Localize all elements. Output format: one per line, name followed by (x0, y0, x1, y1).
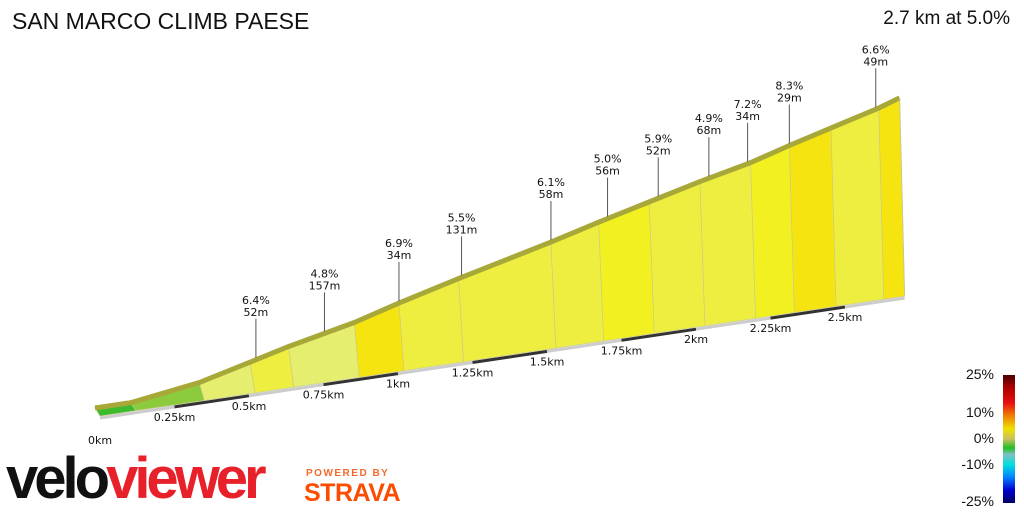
climb-summary: 2.7 km at 5.0% (883, 8, 1010, 29)
veloviewer-logo: veloviewer (6, 450, 267, 508)
x-tick-label: 2km (684, 333, 708, 346)
x-tick-label: 0.25km (154, 411, 196, 424)
annotation-grade: 6.4% (242, 294, 270, 307)
x-tick-label: 1.5km (530, 355, 565, 368)
profile-segment (789, 127, 837, 313)
legend-label-0: 0% (973, 430, 994, 446)
annotation-grade: 6.9% (385, 237, 413, 250)
profile-end-edge (899, 97, 906, 297)
baseline-segment (99, 405, 175, 420)
annotation-length: 52m (244, 306, 269, 319)
baseline-segment (844, 296, 905, 309)
profile-top-edge (94, 95, 901, 411)
baseline-segment (695, 316, 771, 331)
baseline-segment (323, 372, 399, 387)
baseline-segment (472, 349, 548, 364)
climb-title: SAN MARCO CLIMB PAESE (12, 8, 310, 34)
logo-viewer: viewer (106, 446, 267, 511)
legend-label-10: 10% (965, 404, 994, 420)
strava-logo: STRAVA (304, 479, 401, 507)
annotation-length: 56m (595, 165, 620, 178)
annotation-length: 58m (539, 188, 564, 201)
annotation-length: 49m (863, 55, 888, 68)
annotation-length: 52m (646, 144, 671, 157)
annotation-grade: 6.1% (537, 176, 565, 189)
annotation-length: 157m (309, 279, 341, 292)
x-tick-label: 0.5km (232, 400, 267, 413)
baseline-segment (770, 305, 846, 320)
gradient-legend-bar (1003, 375, 1015, 503)
annotation-grade: 4.9% (695, 112, 723, 125)
profile-segment (750, 145, 795, 319)
profile-segment (699, 162, 756, 327)
baseline-segment (546, 338, 622, 353)
baseline-segment (248, 383, 324, 398)
legend-label-minus25: -25% (961, 493, 994, 509)
profile-segment (830, 107, 885, 307)
profile-segment (648, 181, 706, 334)
x-tick-label: 1.25km (452, 367, 494, 380)
annotation-grade: 4.8% (310, 267, 338, 280)
x-tick-label: 1km (386, 378, 410, 391)
baseline-segment (174, 394, 250, 409)
powered-by-label: POWERED BY (306, 468, 390, 479)
legend-label-minus10: -10% (961, 456, 994, 472)
baseline-segment (397, 361, 473, 376)
x-tick-label: 2.25km (750, 322, 792, 335)
annotation-length: 131m (446, 223, 478, 236)
x-tick-label: 1.75km (601, 344, 643, 357)
annotation-grade: 6.6% (862, 43, 890, 56)
annotation-length: 34m (387, 249, 412, 262)
annotation-length: 68m (697, 124, 722, 137)
legend-label-25: 25% (965, 366, 994, 382)
logo-velo: velo (6, 446, 110, 511)
annotation-grade: 8.3% (775, 80, 803, 93)
x-tick-label: 2.5km (828, 311, 863, 324)
annotation-grade: 5.5% (448, 211, 476, 224)
annotation-grade: 5.0% (594, 153, 622, 166)
x-tick-label: 0.75km (303, 389, 345, 402)
baseline-segment (621, 327, 697, 342)
x-tick-label: 0km (88, 434, 112, 447)
profile-segment (598, 201, 655, 342)
annotation-length: 34m (735, 110, 760, 123)
annotation-grade: 5.9% (644, 132, 672, 145)
annotation-grade: 7.2% (734, 98, 762, 111)
annotation-length: 29m (777, 92, 802, 105)
